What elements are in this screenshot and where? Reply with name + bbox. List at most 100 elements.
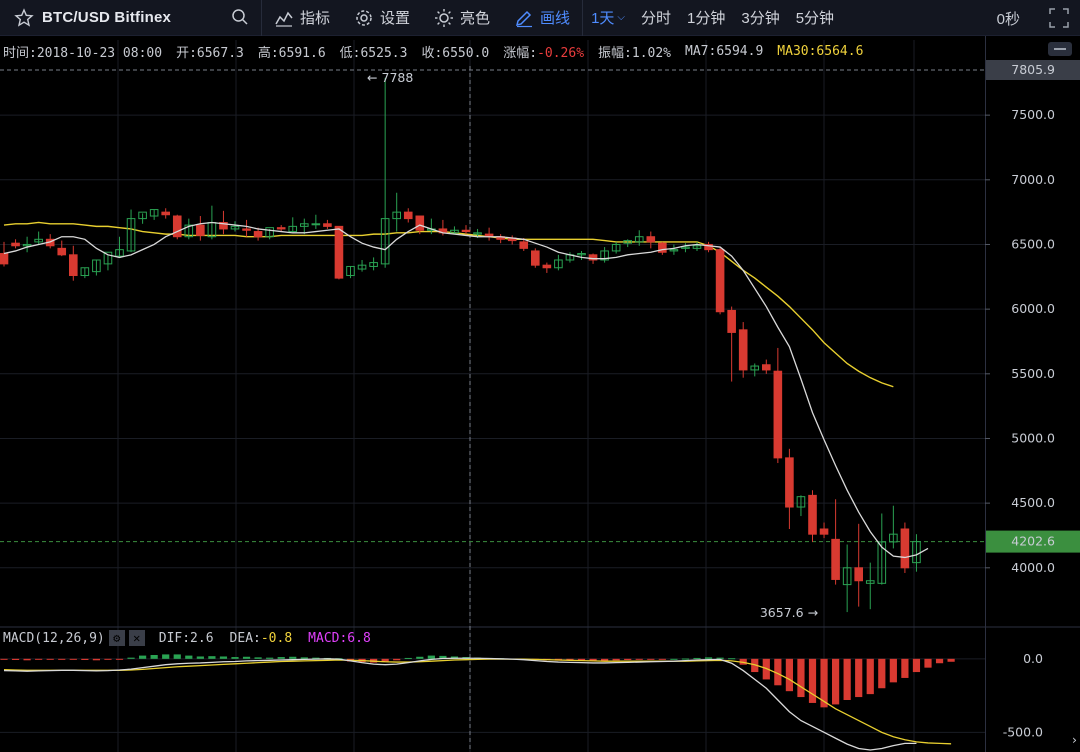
- ma7-line: [3, 221, 929, 559]
- macd-bar-down: [947, 658, 955, 662]
- candle-up: [22, 243, 32, 247]
- macd-panel[interactable]: [0, 654, 955, 751]
- chevron-right-icon: ›: [1072, 732, 1077, 747]
- macd-bar-up: [150, 655, 158, 659]
- macd-bar-down: [635, 658, 643, 660]
- info-amplitude: 振幅:1.02%: [598, 45, 672, 61]
- macd-bar-down: [104, 658, 112, 660]
- candle-down: [276, 227, 286, 230]
- light-theme-label: 亮色: [460, 10, 491, 27]
- crosshair-price-tag: [986, 60, 1080, 80]
- macd-bar-down: [566, 658, 574, 661]
- candle-up: [357, 264, 367, 270]
- symbol-selector[interactable]: BTC/USD Bitfinex: [0, 0, 262, 36]
- settings-button[interactable]: 设置: [342, 0, 422, 36]
- macd-bar-up: [254, 657, 262, 659]
- candle-down: [11, 242, 20, 247]
- candle-down: [461, 229, 471, 233]
- candle-up: [311, 223, 321, 226]
- macd-bar-down: [658, 658, 666, 660]
- indicators-button[interactable]: 指标: [262, 0, 342, 36]
- macd-bar-down: [577, 658, 586, 661]
- macd-bar-down: [843, 658, 851, 700]
- macd-tick-label: -500.0: [1003, 724, 1043, 739]
- info-close: 收:6550.0: [421, 45, 490, 61]
- macd-bar-up: [127, 657, 135, 659]
- current-price-text: 4202.6: [1011, 534, 1055, 549]
- draw-button[interactable]: 画线: [502, 0, 582, 36]
- macd-bar-down: [797, 658, 805, 698]
- macd-bar-down: [11, 658, 20, 660]
- macd-close-icon[interactable]: ✕: [128, 630, 145, 646]
- candle-down: [646, 236, 656, 243]
- macd-bar-down: [589, 658, 597, 661]
- candle-up: [184, 224, 194, 238]
- toolbar-right: 0秒: [997, 0, 1080, 36]
- price-axis[interactable]: 4000.0 4500.0 5000.0 5500.0 6000.0 6500.0 7000…: [985, 60, 1080, 747]
- collapse-button[interactable]: [1048, 42, 1072, 56]
- candle-down: [715, 249, 725, 313]
- macd-bar-up: [416, 656, 424, 659]
- info-time: 时间:2018-10-23 08:00: [3, 45, 163, 61]
- macd-bar-up: [266, 657, 274, 659]
- toolbar: BTC/USD Bitfinex 指标 设置 亮色: [0, 0, 1080, 36]
- interval-3m[interactable]: 3分钟: [733, 0, 787, 36]
- candle-down: [531, 250, 540, 266]
- current-price-tag: [986, 530, 1080, 553]
- macd-value: MACD:6.8: [308, 630, 371, 646]
- candle-down: [196, 224, 205, 236]
- macd-bar-up: [404, 657, 412, 659]
- macd-bar-down: [601, 658, 609, 661]
- star-icon[interactable]: [14, 7, 34, 28]
- macd-bar-down: [855, 658, 863, 698]
- macd-bar-up: [716, 657, 724, 659]
- info-change-label: 涨幅:: [503, 45, 538, 61]
- candle-down: [334, 225, 344, 279]
- candle-up: [750, 365, 760, 371]
- candle-up: [380, 218, 390, 265]
- macd-bar-down: [820, 658, 828, 708]
- macd-bar-up: [162, 654, 170, 659]
- ma30-polyline: [3, 221, 894, 388]
- price-tick-label: 6000.0: [1011, 301, 1055, 316]
- fullscreen-icon[interactable]: [1048, 7, 1070, 29]
- gear-icon: [356, 9, 372, 26]
- countdown: 0秒: [996, 10, 1020, 28]
- interval-5m[interactable]: 5分钟: [788, 0, 842, 36]
- candles[interactable]: [0, 77, 921, 613]
- search-icon[interactable]: [231, 8, 249, 26]
- price-tick-label: 6500.0: [1011, 236, 1055, 251]
- candle-up: [577, 253, 586, 256]
- macd-bar-down: [58, 658, 66, 660]
- price-tick-label: 7500.0: [1011, 107, 1055, 122]
- macd-tick-label: 0.0: [1023, 651, 1043, 666]
- candle-down: [161, 211, 170, 216]
- candle-down: [253, 231, 263, 238]
- macd-bar-up: [693, 657, 701, 659]
- candle-down: [69, 254, 78, 277]
- macd-bar-up: [242, 656, 251, 659]
- candle-up: [681, 246, 690, 249]
- candle-down: [854, 567, 864, 582]
- macd-bar-up: [670, 658, 678, 660]
- interval-1d[interactable]: 1天 ⌵: [583, 0, 633, 36]
- candle-up: [796, 496, 806, 508]
- macd-bar-up: [185, 655, 193, 659]
- candle-down: [831, 538, 840, 580]
- candle-up: [669, 249, 679, 252]
- candle-up: [611, 243, 621, 252]
- ohlc-info-bar: 时间:2018-10-23 08:00 开:6567.3 高:6591.6 低:…: [0, 38, 1080, 64]
- macd-bar-down: [866, 658, 874, 695]
- info-high: 高:6591.6: [257, 45, 326, 61]
- candle-down: [762, 364, 771, 371]
- info-change: 涨幅:-0.26%: [503, 42, 584, 61]
- candle-up: [265, 227, 274, 238]
- interval-1m[interactable]: 1分钟: [679, 0, 733, 36]
- macd-settings-icon[interactable]: ⚙: [108, 630, 125, 646]
- light-theme-button[interactable]: 亮色: [422, 0, 502, 36]
- candle-up: [34, 238, 43, 243]
- interval-realtime[interactable]: 分时: [633, 0, 679, 36]
- settings-label: 设置: [380, 10, 411, 27]
- macd-info-bar: MACD(12,26,9) ⚙ ✕ DIF:2.6 DEA:-0.8 MACD:…: [0, 628, 387, 648]
